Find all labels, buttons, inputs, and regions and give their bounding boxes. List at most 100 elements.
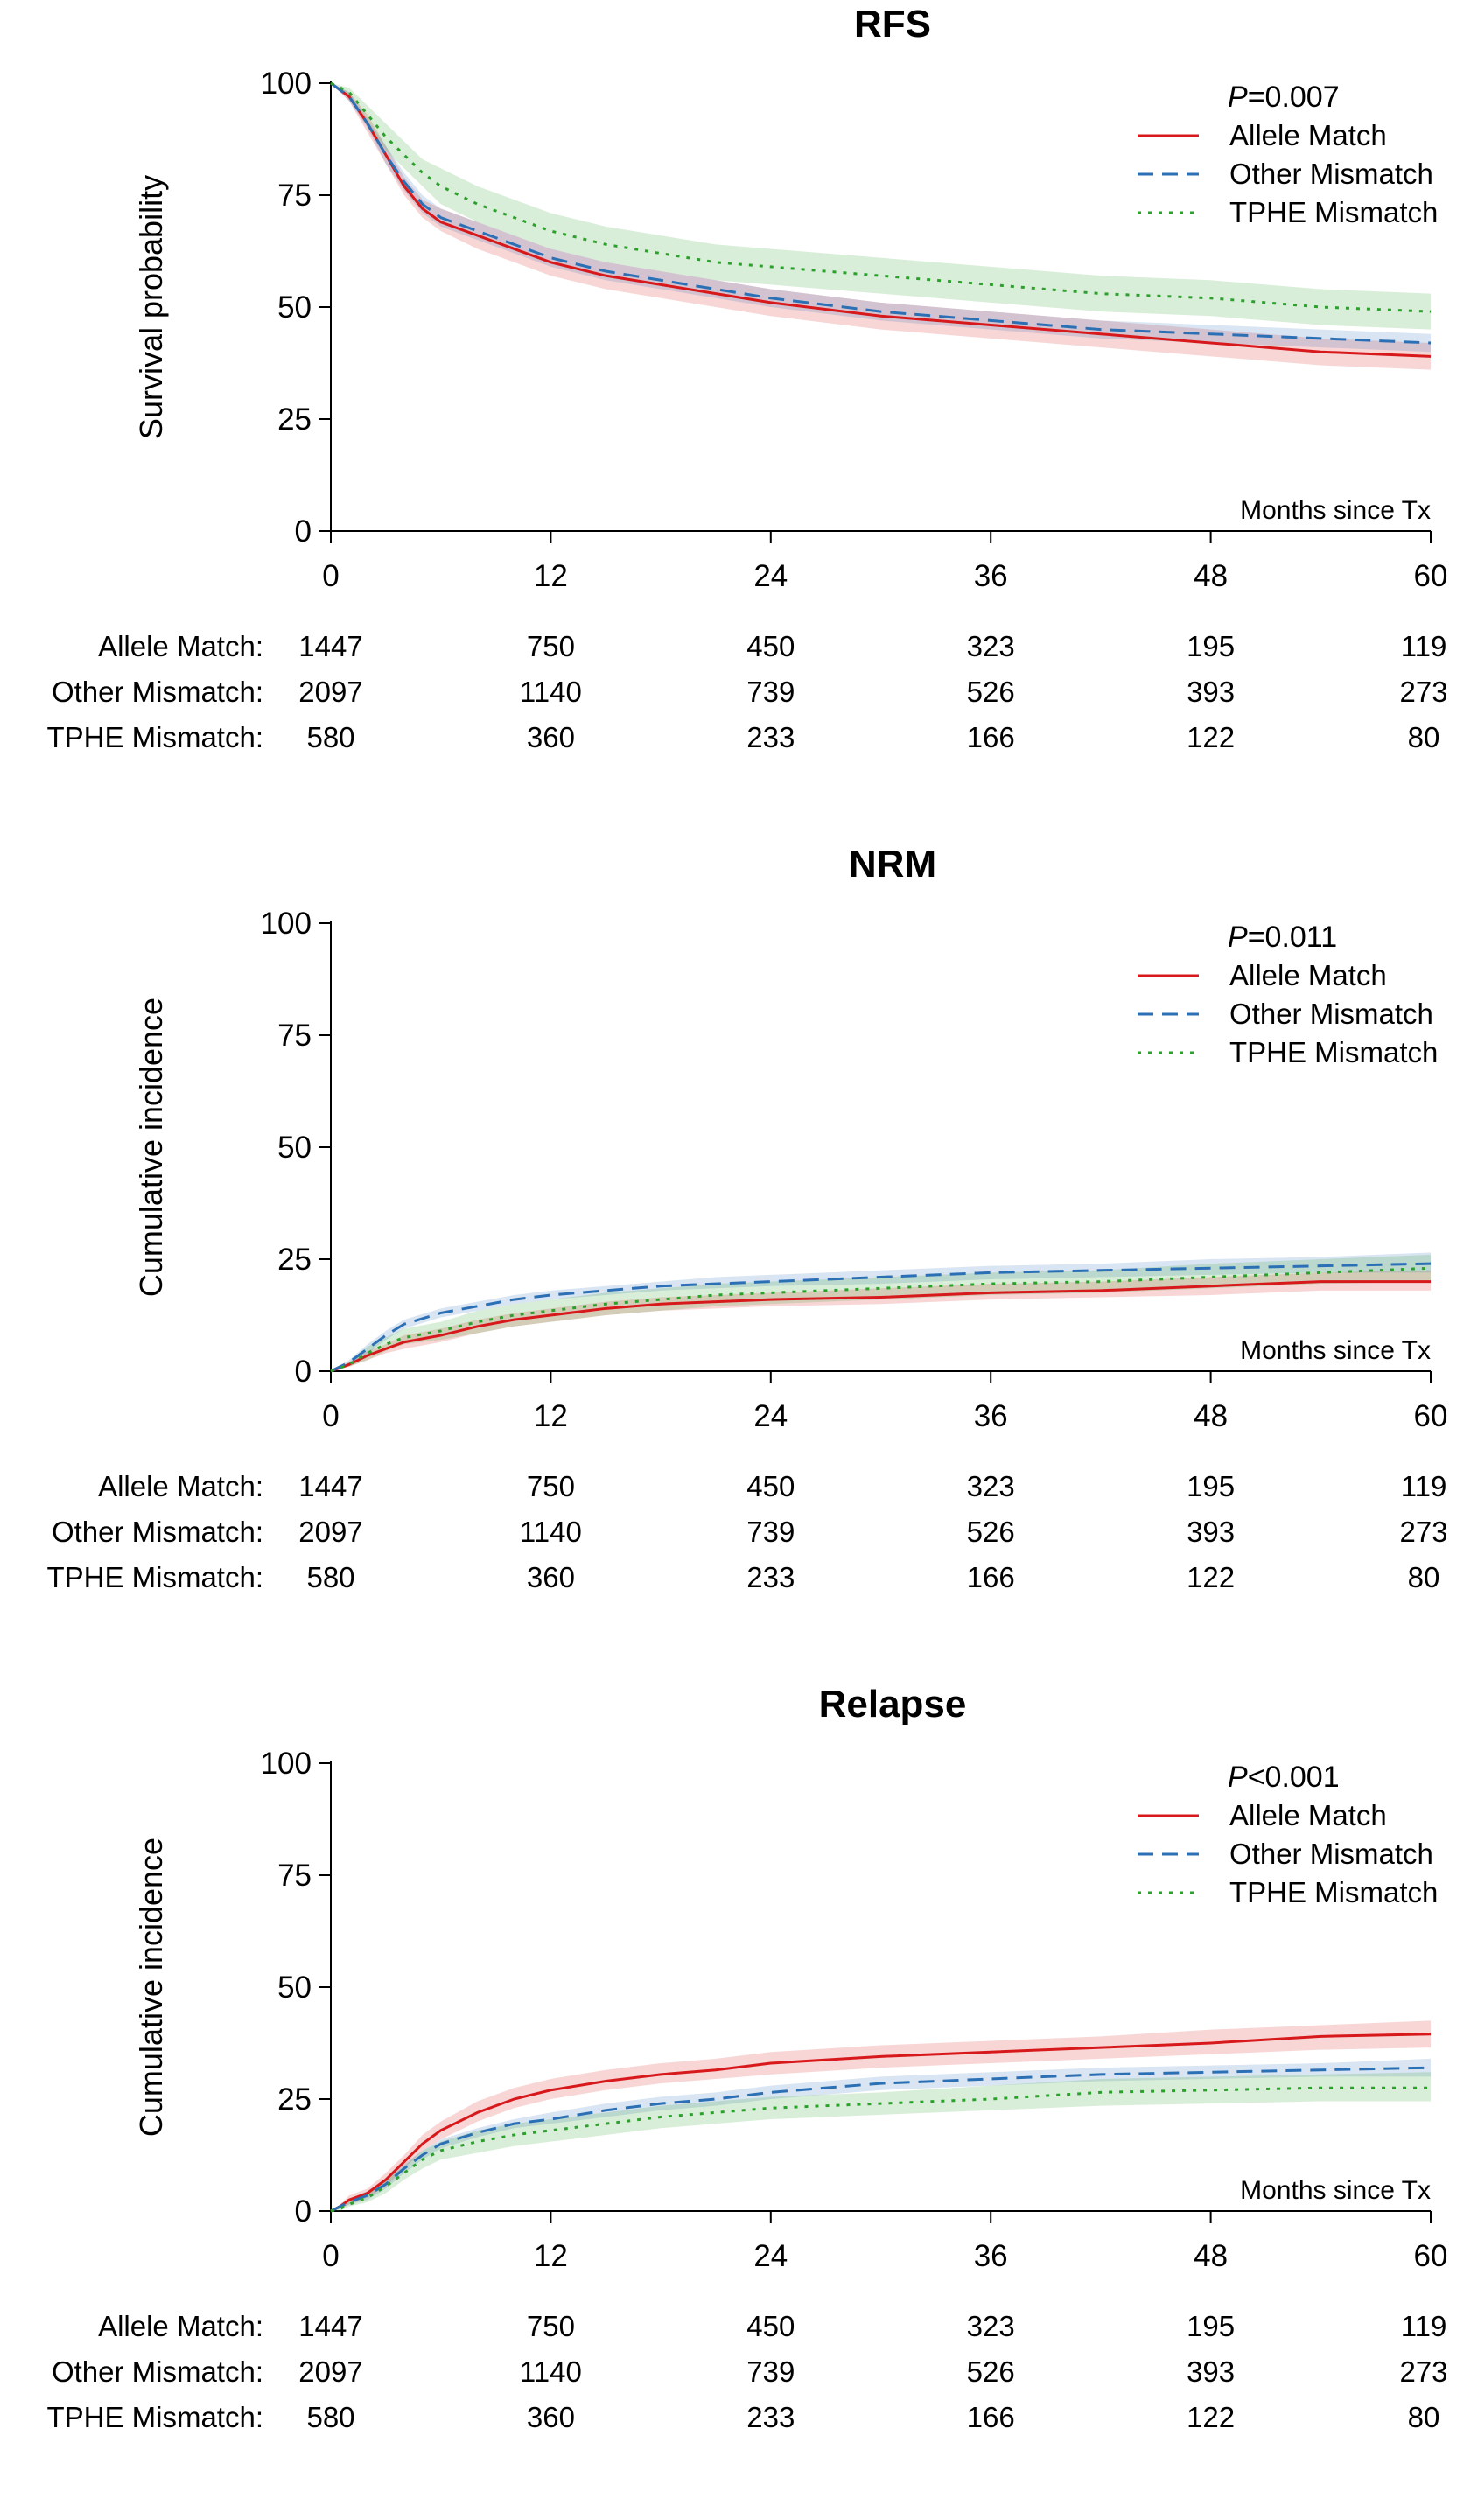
risk-count: 323 xyxy=(966,2310,1015,2342)
x-tick-label: 0 xyxy=(322,1399,339,1433)
risk-count: 450 xyxy=(746,630,795,662)
risk-count: 323 xyxy=(966,1470,1015,1502)
y-tick-label: 75 xyxy=(277,1858,312,1893)
legend-label: Allele Match xyxy=(1229,119,1387,151)
risk-table: Allele Match: 1447 750 450 323 195 119 Other Mi… xyxy=(0,630,1471,770)
risk-count: 1447 xyxy=(298,630,363,662)
risk-count: 1140 xyxy=(519,2356,582,2388)
series-line-tphe-mismatch xyxy=(330,1266,1432,1373)
risk-row-label: Other Mismatch: xyxy=(51,676,263,708)
risk-count: 526 xyxy=(966,676,1015,708)
risk-count: 80 xyxy=(1407,1561,1440,1593)
risk-row-label: Allele Match: xyxy=(98,1470,263,1502)
ci-band-0 xyxy=(331,2020,1431,2211)
p-value-text: =0.011 xyxy=(1248,920,1337,954)
risk-count: 273 xyxy=(1399,676,1448,708)
risk-count: 750 xyxy=(526,630,575,662)
risk-count: 526 xyxy=(966,2356,1015,2388)
risk-count: 580 xyxy=(306,1561,355,1593)
y-tick-label: 0 xyxy=(295,1354,312,1389)
risk-count: 1140 xyxy=(519,676,582,708)
risk-count: 166 xyxy=(966,2401,1015,2433)
risk-count: 122 xyxy=(1187,2401,1236,2433)
risk-count: 80 xyxy=(1407,721,1440,753)
x-axis-label: Months since Tx xyxy=(1240,496,1431,525)
x-tick-label: 48 xyxy=(1194,559,1228,593)
risk-count: 739 xyxy=(746,676,795,708)
risk-count: 580 xyxy=(306,721,355,753)
chart-title: NRM xyxy=(849,843,936,886)
series-line-allele-match xyxy=(330,2033,1432,2213)
risk-count: 195 xyxy=(1187,1470,1236,1502)
p-value-symbol: P xyxy=(1228,1760,1248,1794)
risk-row-label: TPHE Mismatch: xyxy=(46,1561,263,1593)
ci-band-1 xyxy=(331,2058,1431,2211)
p-value: P<0.001 xyxy=(1228,1760,1340,1794)
p-value-text: =0.007 xyxy=(1248,80,1340,114)
y-tick-label: 100 xyxy=(261,66,312,101)
risk-row-label: Allele Match: xyxy=(98,2310,263,2342)
risk-count: 739 xyxy=(746,1516,795,1548)
legend-label: TPHE Mismatch xyxy=(1229,196,1438,228)
x-tick-label: 60 xyxy=(1414,2239,1448,2273)
x-tick-label: 48 xyxy=(1194,1399,1228,1433)
risk-count: 2097 xyxy=(298,676,363,708)
p-value-symbol: P xyxy=(1228,920,1248,954)
risk-count: 233 xyxy=(746,721,795,753)
risk-count: 1447 xyxy=(298,2310,363,2342)
y-tick-label: 25 xyxy=(277,1242,312,1277)
legend-label: Other Mismatch xyxy=(1229,998,1433,1030)
x-tick-label: 0 xyxy=(322,559,339,593)
series-line-allele-match xyxy=(330,81,1432,358)
ci-band-2 xyxy=(331,83,1431,330)
y-tick-label: 100 xyxy=(261,1746,312,1781)
risk-count: 580 xyxy=(306,2401,355,2433)
x-tick-label: 60 xyxy=(1414,559,1448,593)
y-tick-label: 50 xyxy=(277,290,312,325)
chart-title: RFS xyxy=(854,3,931,46)
p-value: P=0.007 xyxy=(1228,80,1340,114)
risk-count: 166 xyxy=(966,1561,1015,1593)
y-tick-label: 0 xyxy=(295,2194,312,2229)
y-tick-label: 100 xyxy=(261,906,312,941)
risk-count: 450 xyxy=(746,2310,795,2342)
risk-row-label: TPHE Mismatch: xyxy=(46,2401,263,2433)
risk-count: 1447 xyxy=(298,1470,363,1502)
risk-count: 360 xyxy=(526,1561,575,1593)
y-tick-label: 75 xyxy=(277,178,312,213)
risk-count: 195 xyxy=(1187,630,1236,662)
p-value-text: <0.001 xyxy=(1248,1760,1340,1794)
y-tick-label: 25 xyxy=(277,402,312,437)
risk-count: 393 xyxy=(1187,1516,1236,1548)
x-tick-label: 36 xyxy=(974,1399,1008,1433)
risk-table: Allele Match: 1447 750 450 323 195 119 Other Mi… xyxy=(0,2310,1471,2450)
y-tick-label: 50 xyxy=(277,1130,312,1165)
y-axis-label: Cumulative incidence xyxy=(133,998,169,1297)
risk-count: 195 xyxy=(1187,2310,1236,2342)
x-tick-label: 12 xyxy=(534,559,568,593)
chart-panel-relapse: Relapse 0 25 50 75 100 0 12 24 36 48 60 Cumulative i… xyxy=(0,1680,1471,2520)
risk-count: 2097 xyxy=(298,1516,363,1548)
series-line-other-mismatch xyxy=(330,1262,1432,1373)
risk-count: 750 xyxy=(526,2310,575,2342)
x-tick-label: 60 xyxy=(1414,1399,1448,1433)
x-tick-label: 24 xyxy=(753,1399,788,1433)
risk-count: 119 xyxy=(1400,630,1447,662)
x-axis-label: Months since Tx xyxy=(1240,2176,1431,2205)
x-tick-label: 36 xyxy=(974,559,1008,593)
p-value: P=0.011 xyxy=(1228,920,1337,954)
y-axis-label: Survival probability xyxy=(133,175,169,439)
chart-svg: RFS 0 25 50 75 100 0 12 24 36 48 60 Survival probabi… xyxy=(133,3,1448,593)
x-tick-label: 0 xyxy=(322,2239,339,2273)
x-tick-label: 12 xyxy=(534,2239,568,2273)
y-tick-label: 0 xyxy=(295,514,312,549)
risk-count: 323 xyxy=(966,630,1015,662)
series-line-allele-match xyxy=(330,1280,1431,1373)
x-tick-label: 24 xyxy=(753,559,788,593)
legend-label: Allele Match xyxy=(1229,1799,1387,1831)
legend-label: Other Mismatch xyxy=(1229,1838,1433,1870)
chart-svg: Relapse 0 25 50 75 100 0 12 24 36 48 60 Cumulative i… xyxy=(133,1683,1448,2273)
risk-count: 233 xyxy=(746,1561,795,1593)
risk-count: 273 xyxy=(1399,1516,1448,1548)
risk-count: 80 xyxy=(1407,2401,1440,2433)
